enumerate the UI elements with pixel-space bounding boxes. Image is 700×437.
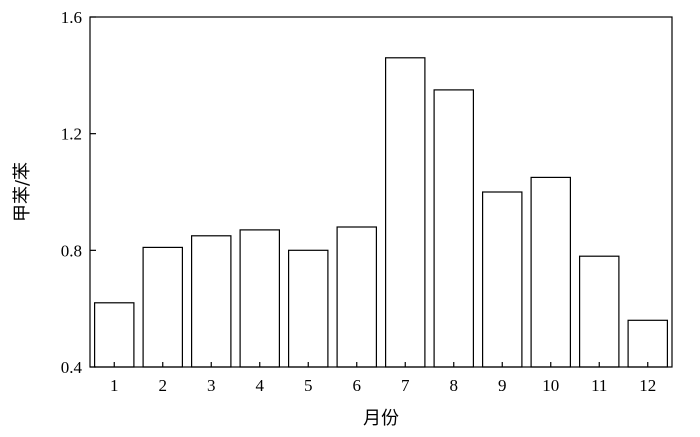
x-tick-label: 10 [542, 376, 559, 395]
bars-group [93, 57, 668, 368]
y-tick-label: 1.2 [61, 125, 82, 144]
x-axis-label: 月份 [363, 408, 399, 429]
x-tick-label: 5 [304, 376, 313, 395]
x-tick-label: 4 [256, 376, 265, 395]
bar-3 [191, 235, 232, 368]
plot-frame [89, 16, 673, 368]
bar-11 [578, 255, 620, 368]
x-tick-label: 12 [639, 376, 656, 395]
y-axis: 0.4 0.8 1.2 1.6 [61, 8, 96, 377]
bar-6 [336, 226, 378, 368]
bar-8 [433, 89, 475, 368]
bar-7 [385, 57, 426, 368]
x-tick-label: 1 [110, 376, 119, 395]
bar-10 [530, 176, 571, 368]
y-axis-label: 甲苯/苯 [12, 162, 33, 222]
y-tick-label: 0.8 [61, 241, 82, 260]
x-tick-label: 3 [207, 376, 216, 395]
bar-4 [239, 229, 281, 368]
bar-1 [93, 302, 135, 368]
x-tick-label: 6 [353, 376, 362, 395]
y-tick-label: 1.6 [61, 8, 82, 27]
bar-5 [288, 249, 329, 368]
bar-12 [627, 319, 668, 368]
x-tick-label: 11 [591, 376, 607, 395]
bar-2 [142, 246, 184, 368]
x-tick-label: 8 [450, 376, 459, 395]
bar-9 [482, 191, 523, 368]
y-tick-label: 0.4 [61, 358, 83, 377]
x-axis: 1 2 3 4 5 6 7 8 9 10 11 12 [110, 362, 656, 395]
x-tick-label: 9 [498, 376, 507, 395]
x-tick-label: 2 [159, 376, 168, 395]
x-tick-label: 7 [401, 376, 410, 395]
